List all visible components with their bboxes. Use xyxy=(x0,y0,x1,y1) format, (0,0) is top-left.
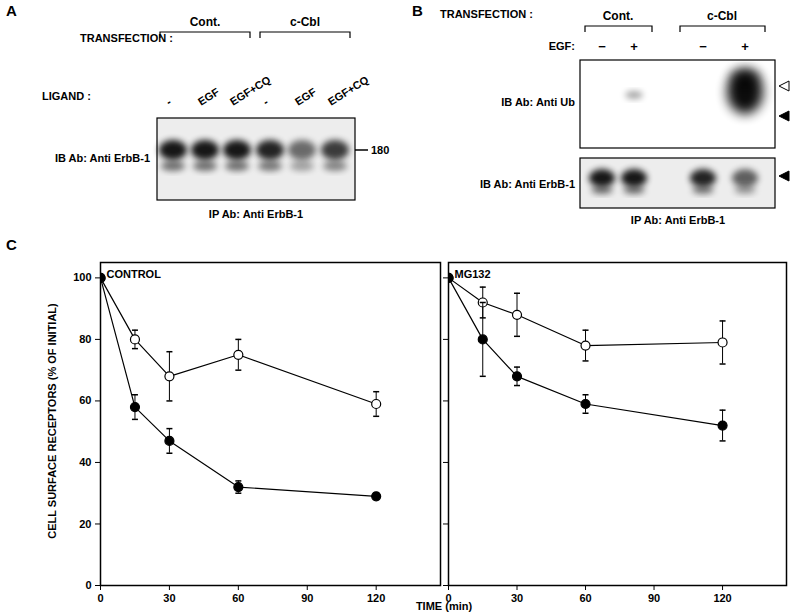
svg-text:90: 90 xyxy=(301,592,313,604)
svg-text:60: 60 xyxy=(79,394,91,406)
svg-text:EGF: EGF xyxy=(196,85,222,107)
svg-text:120: 120 xyxy=(713,592,731,604)
svg-text:20: 20 xyxy=(79,517,91,529)
svg-text:-: - xyxy=(261,95,271,107)
svg-text:TRANSFECTION :: TRANSFECTION : xyxy=(440,8,533,20)
svg-text:-: - xyxy=(164,95,174,107)
svg-text:MG132: MG132 xyxy=(455,268,491,280)
svg-text:TRANSFECTION :: TRANSFECTION : xyxy=(80,32,173,44)
svg-text:IP Ab: Anti ErbB-1: IP Ab: Anti ErbB-1 xyxy=(209,208,303,220)
svg-text:30: 30 xyxy=(511,592,523,604)
svg-text:IB Ab: Anti ErbB-1: IB Ab: Anti ErbB-1 xyxy=(55,152,150,164)
svg-text:60: 60 xyxy=(232,592,244,604)
svg-text:IP Ab: Anti ErbB-1: IP Ab: Anti ErbB-1 xyxy=(631,214,725,226)
svg-text:80: 80 xyxy=(79,333,91,345)
svg-text:+: + xyxy=(741,39,749,54)
svg-text:−: − xyxy=(598,39,606,54)
svg-text:c-Cbl: c-Cbl xyxy=(707,9,737,23)
svg-text:60: 60 xyxy=(579,592,591,604)
svg-text:IB Ab: Anti Ub: IB Ab: Anti Ub xyxy=(501,96,575,108)
svg-text:30: 30 xyxy=(163,592,175,604)
svg-text:90: 90 xyxy=(648,592,660,604)
svg-text:180: 180 xyxy=(371,144,389,156)
svg-text:IB Ab: Anti ErbB-1: IB Ab: Anti ErbB-1 xyxy=(480,178,575,190)
svg-text:40: 40 xyxy=(79,456,91,468)
svg-text:120: 120 xyxy=(367,592,385,604)
svg-text:EGF+CQ: EGF+CQ xyxy=(228,73,273,108)
svg-text:+: + xyxy=(630,39,638,54)
svg-text:0: 0 xyxy=(85,579,91,591)
svg-text:A: A xyxy=(6,2,17,19)
svg-text:100: 100 xyxy=(73,271,91,283)
svg-text:0: 0 xyxy=(97,592,103,604)
svg-text:LIGAND :: LIGAND : xyxy=(42,90,91,102)
svg-text:−: − xyxy=(699,39,707,54)
svg-text:Cont.: Cont. xyxy=(190,15,221,29)
svg-text:Cont.: Cont. xyxy=(603,9,634,23)
svg-text:EGF+CQ: EGF+CQ xyxy=(326,73,371,108)
svg-text:EGF: EGF xyxy=(293,85,319,107)
svg-text:EGF:: EGF: xyxy=(549,40,575,52)
svg-text:B: B xyxy=(412,2,423,19)
svg-text:c-Cbl: c-Cbl xyxy=(290,15,320,29)
svg-text:CONTROL: CONTROL xyxy=(107,268,162,280)
